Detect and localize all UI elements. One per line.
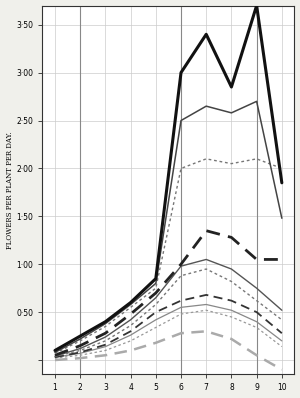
Y-axis label: FLOWERS PER PLANT PER DAY.: FLOWERS PER PLANT PER DAY.	[6, 131, 14, 249]
